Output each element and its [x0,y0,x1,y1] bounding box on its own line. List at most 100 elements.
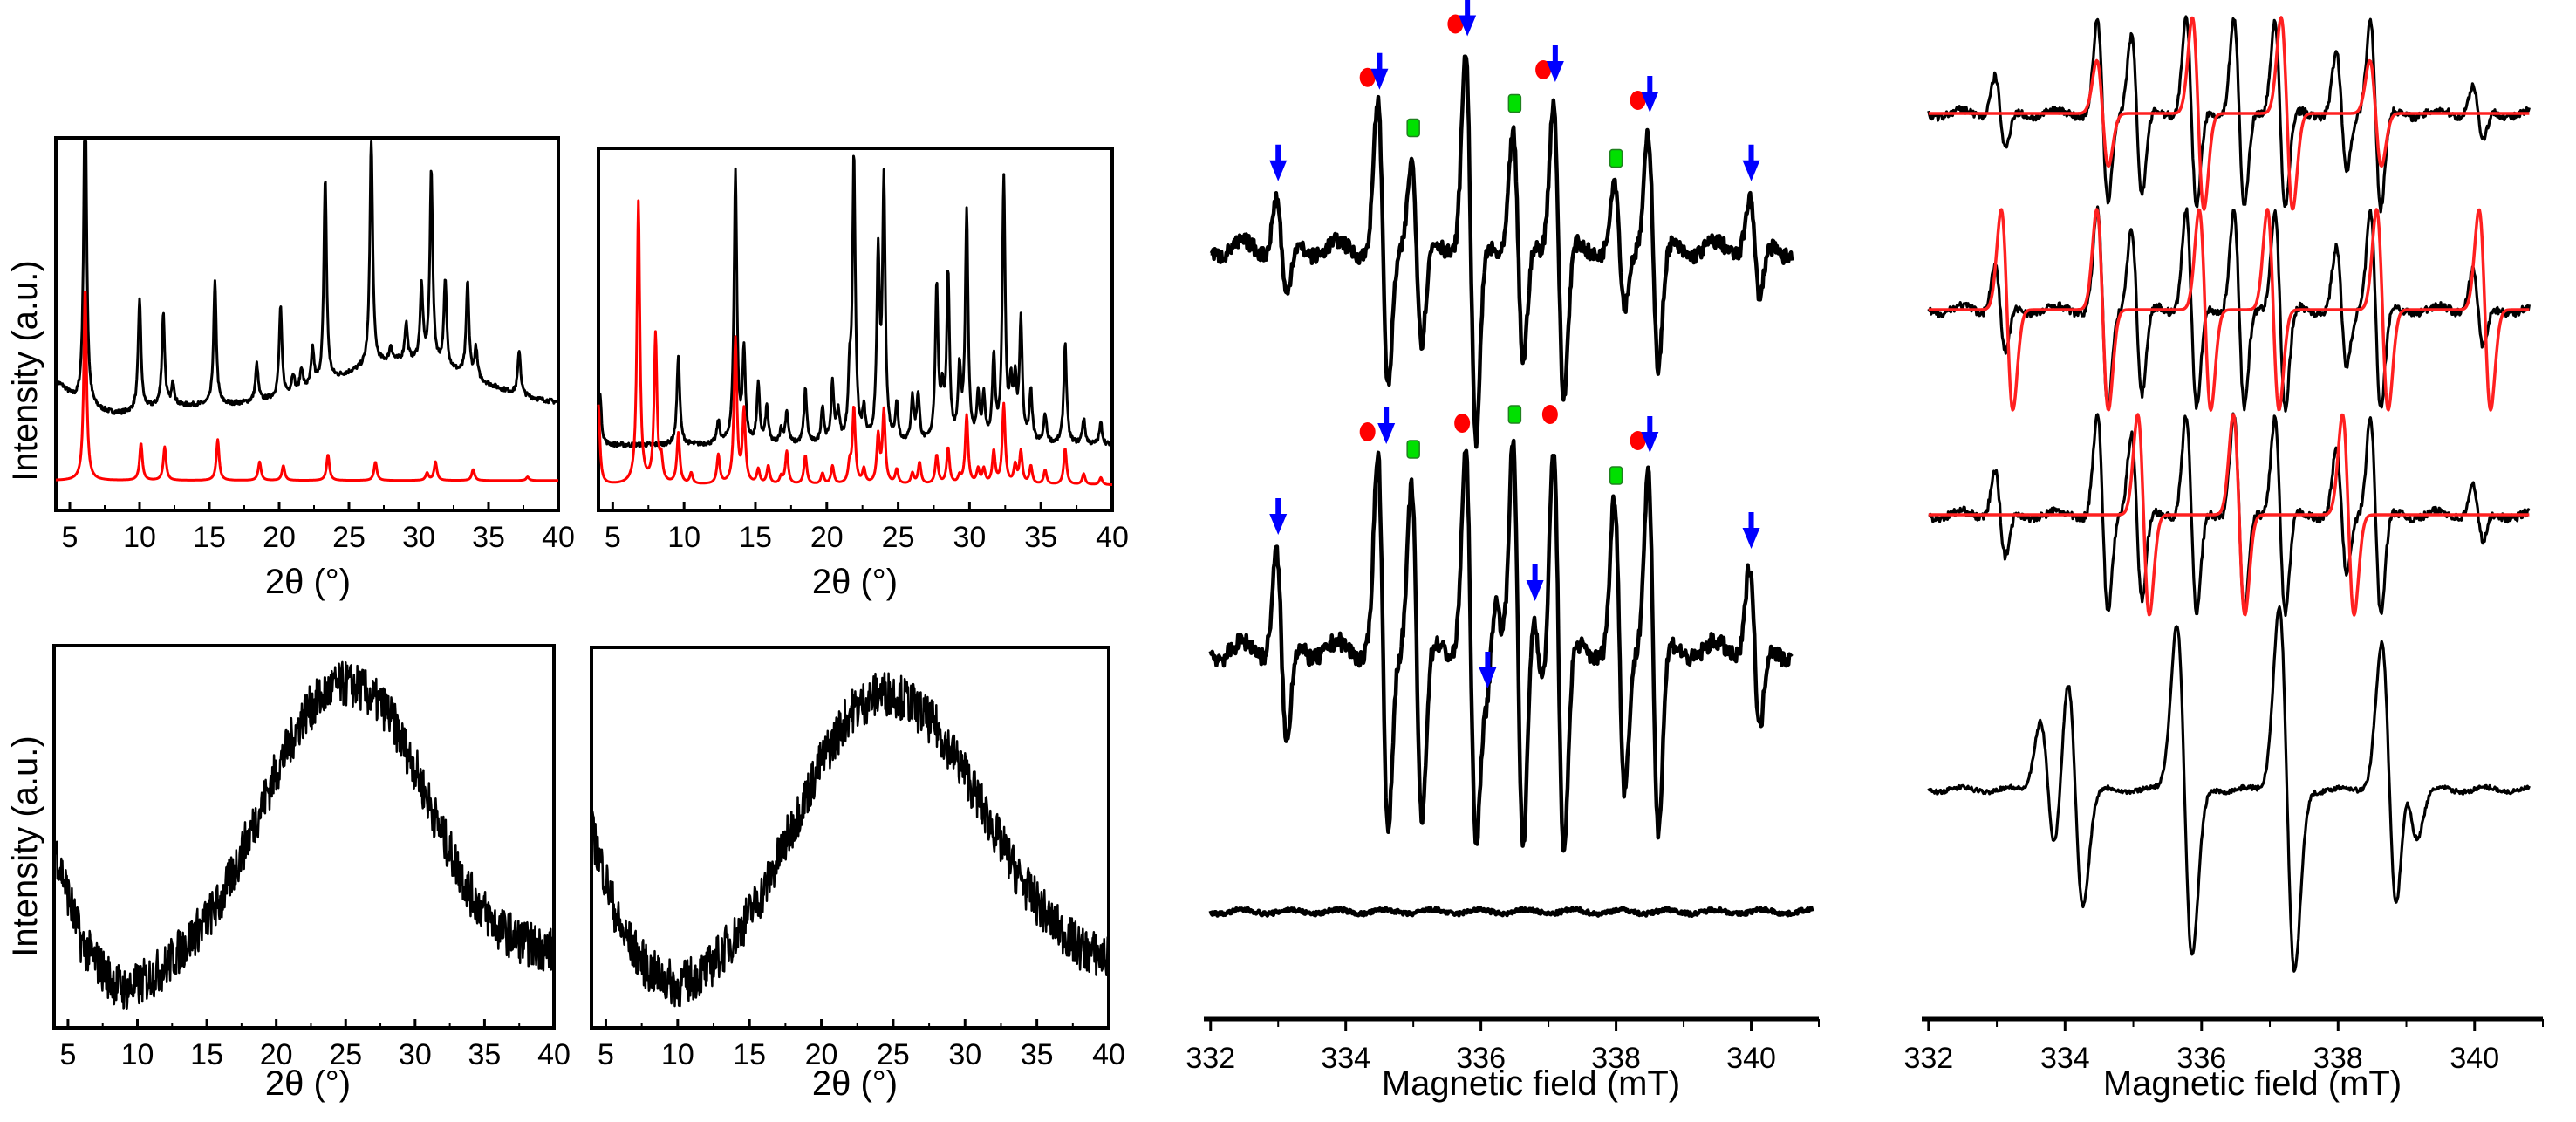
x-tick-label: 5 [62,521,79,554]
series-simulation-1 [1928,16,2531,211]
x-tick-label: 25 [877,1038,910,1071]
x-tick-label: 30 [402,521,435,554]
x-tick-label: 334 [1321,1042,1370,1075]
blue-arrow-marker [1641,416,1659,453]
epr-right-panel: 332 334 336 338 340 [1903,15,2544,1075]
x-tick-label: 15 [190,1038,223,1071]
green-square-marker [1406,118,1420,138]
epr-middle-panel: 332 334 336 338 340 [1186,0,1820,1075]
x-tick-label: 332 [1186,1042,1235,1075]
blue-arrow-marker [1377,407,1396,444]
x-tick-label: 20 [263,521,296,554]
x-axis-label-epr-middle: Magnetic field (mT) [1382,1064,1680,1103]
blue-arrow-marker [1459,0,1477,37]
series-simulated [597,199,1113,486]
x-tick-label: 25 [332,521,366,554]
x-axis-label-bottom-left: 2θ (°) [265,1064,351,1103]
xrd-top-right-panel: 5 10 15 20 25 30 35 40 [597,147,1129,554]
x-tick-label: 35 [1021,1038,1054,1071]
x-tick-label: 10 [123,521,156,554]
x-tick-label: 334 [2040,1042,2090,1075]
blue-arrow-marker [1269,144,1288,181]
blue-arrow-marker [1742,144,1760,181]
x-axis-label-top-left: 2θ (°) [265,563,351,601]
xrd-bottom-right-panel: 5 10 15 20 25 30 35 40 [590,646,1125,1071]
x-tick-label: 30 [399,1038,432,1071]
x-tick-label: 10 [121,1038,154,1071]
x-tick-label: 338 [1591,1042,1641,1075]
x-tick-label: 10 [667,521,700,554]
series-amorphous [590,672,1110,1008]
blue-arrow-marker [1269,498,1288,535]
blue-arrow-marker [1526,564,1544,601]
x-tick-label: 35 [472,521,505,554]
x-tick-label: 15 [739,521,772,554]
x-tick-label: 40 [537,1038,571,1071]
green-square-marker [1507,405,1522,424]
green-square-marker [1609,148,1623,168]
x-tick-label: 20 [810,521,844,554]
x-tick-label: 40 [1092,1038,1125,1071]
series-experimental [597,154,1114,448]
x-axis-label-bottom-right: 2θ (°) [812,1064,898,1103]
x-tick-label: 15 [733,1038,766,1071]
series-spectrum-top [1209,54,1794,449]
red-circle-marker [1630,431,1646,450]
blue-arrow-marker [1641,76,1659,113]
blue-arrow-marker [1479,652,1497,688]
series-simulation-3 [1928,413,2531,617]
x-tick-label: 5 [59,1038,76,1071]
x-tick-label: 35 [468,1038,502,1071]
red-circle-marker [1359,67,1376,87]
xrd-bottom-left-panel: 5 10 15 20 25 30 35 40 [52,644,571,1071]
red-circle-marker [1541,405,1558,424]
red-circle-marker [1359,422,1376,441]
xrd-top-left-panel: 5 10 15 20 25 30 35 40 [54,136,575,554]
red-circle-marker [1447,14,1464,34]
x-tick-label: 20 [805,1038,838,1071]
x-tick-label: 30 [948,1038,981,1071]
x-axis-label-epr-right: Magnetic field (mT) [2103,1064,2402,1103]
x-tick-label: 35 [1024,521,1057,554]
blue-arrow-marker [1370,52,1389,90]
x-tick-label: 40 [542,521,575,554]
series-simulated [55,291,559,482]
x-tick-label: 20 [260,1038,293,1071]
x-tick-label: 10 [661,1038,694,1071]
green-square-marker [1609,466,1623,485]
plot-frame [590,646,1110,1030]
x-tick-label: 15 [193,521,226,554]
x-tick-label: 340 [1726,1042,1776,1075]
red-circle-marker [1454,414,1471,433]
green-square-marker [1406,440,1420,459]
blue-arrow-marker [1742,512,1760,549]
x-tick-label: 25 [329,1038,362,1071]
x-tick-label: 336 [2176,1042,2226,1075]
x-axis-label-top-right: 2θ (°) [812,563,898,601]
x-tick-label: 25 [882,521,915,554]
series-spectrum-bottom [1208,906,1814,919]
plot-frame [52,644,556,1030]
x-tick-label: 338 [2313,1042,2363,1075]
green-square-marker [1507,93,1522,113]
blue-arrow-marker [1546,45,1564,82]
x-tick-label: 332 [1903,1042,1953,1075]
y-axis-label-bottom: Intensity (a.u.) [6,735,44,956]
y-axis-label-top: Intensity (a.u.) [6,260,44,481]
x-tick-label: 30 [953,521,986,554]
x-tick-label: 336 [1456,1042,1506,1075]
plot-frame [597,147,1114,512]
x-tick-label: 5 [605,521,621,554]
series-simulation-2 [1928,208,2531,412]
x-tick-label: 340 [2450,1042,2499,1075]
red-circle-marker [1630,91,1646,110]
x-tick-label: 40 [1096,521,1129,554]
red-circle-marker [1535,60,1552,79]
series-experimental-4 [1927,605,2531,973]
x-tick-label: 5 [598,1038,614,1071]
series-experimental [54,140,560,415]
series-spectrum-middle [1208,438,1794,853]
plot-frame [54,136,560,512]
series-amorphous [52,660,556,1011]
